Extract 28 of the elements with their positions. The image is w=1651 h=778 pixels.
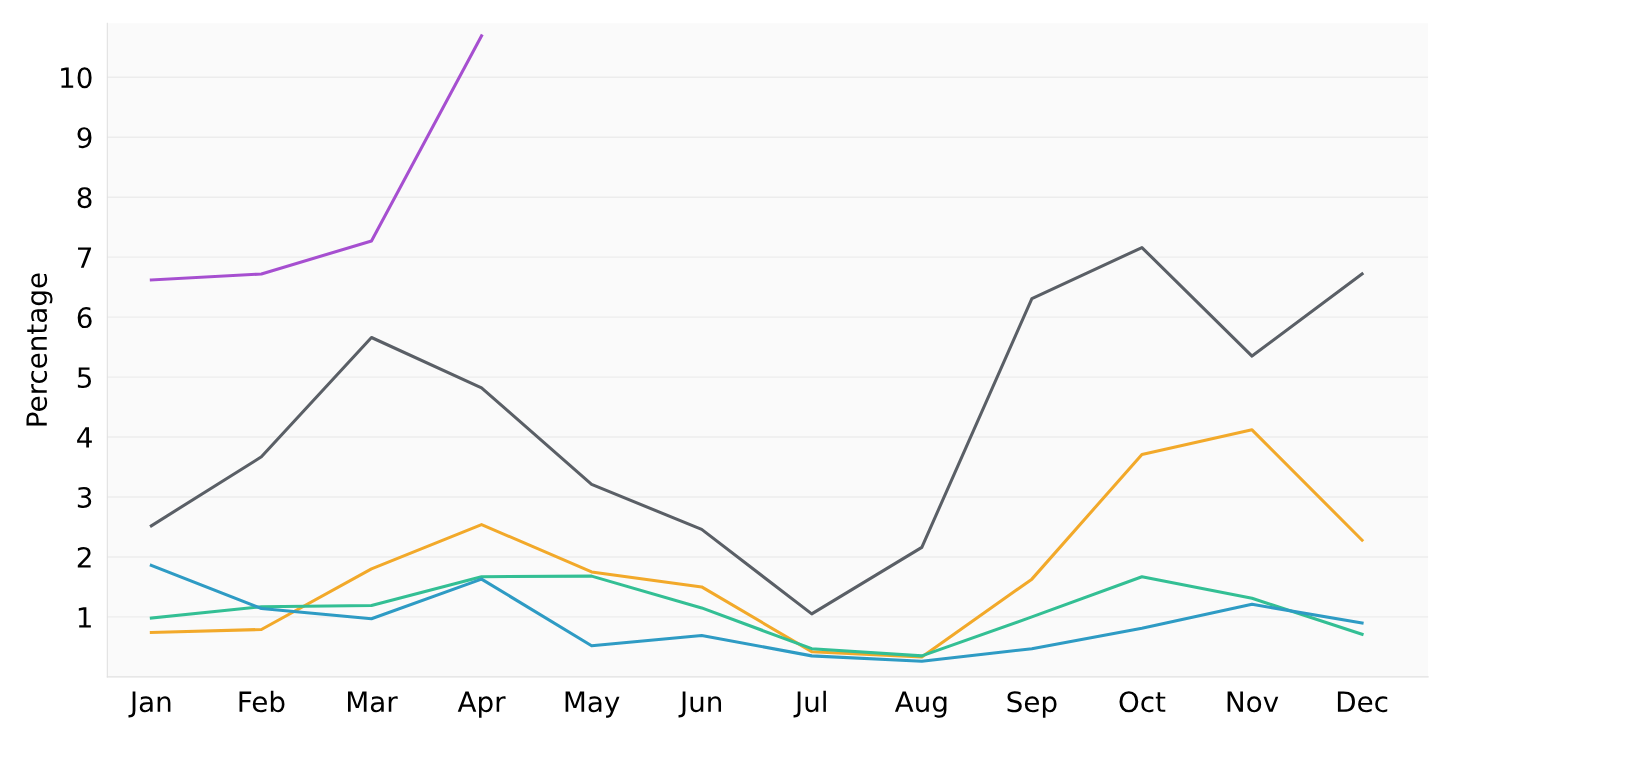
x-tick-label: Apr <box>457 691 506 718</box>
y-tick-label: 6 <box>77 307 92 329</box>
line-series <box>149 34 484 282</box>
y-tick-label: 3 <box>77 486 92 508</box>
line-series <box>149 246 1364 616</box>
y-tick-label: 1 <box>78 607 91 628</box>
x-tick-label: May <box>565 691 620 718</box>
x-tick-label: Jul <box>793 690 826 718</box>
line-series <box>149 563 1364 663</box>
x-tick-label: Aug <box>894 691 947 718</box>
line-series <box>149 574 1364 658</box>
y-tick-label: 4 <box>77 427 92 448</box>
y-tick-label: 8 <box>77 187 92 209</box>
line-series <box>149 428 1364 659</box>
x-tick-label: Feb <box>239 690 285 713</box>
y-tick-label: 7 <box>78 247 92 268</box>
y-tick-label: 5 <box>77 367 91 389</box>
x-tick-label: Mar <box>348 691 398 713</box>
y-tick-label: 2 <box>77 546 91 568</box>
x-tick-label: Dec <box>1337 691 1388 713</box>
x-tick-label: Nov <box>1227 691 1279 713</box>
x-tick-label: Jan <box>128 691 171 718</box>
y-axis-title: Percentage <box>26 273 53 426</box>
x-tick-label: Oct <box>1119 691 1166 713</box>
y-tick-label: 9 <box>77 127 92 149</box>
x-tick-label: Sep <box>1007 691 1057 718</box>
x-tick-label: Jun <box>678 691 722 718</box>
y-tick-label: 10 <box>61 67 92 89</box>
